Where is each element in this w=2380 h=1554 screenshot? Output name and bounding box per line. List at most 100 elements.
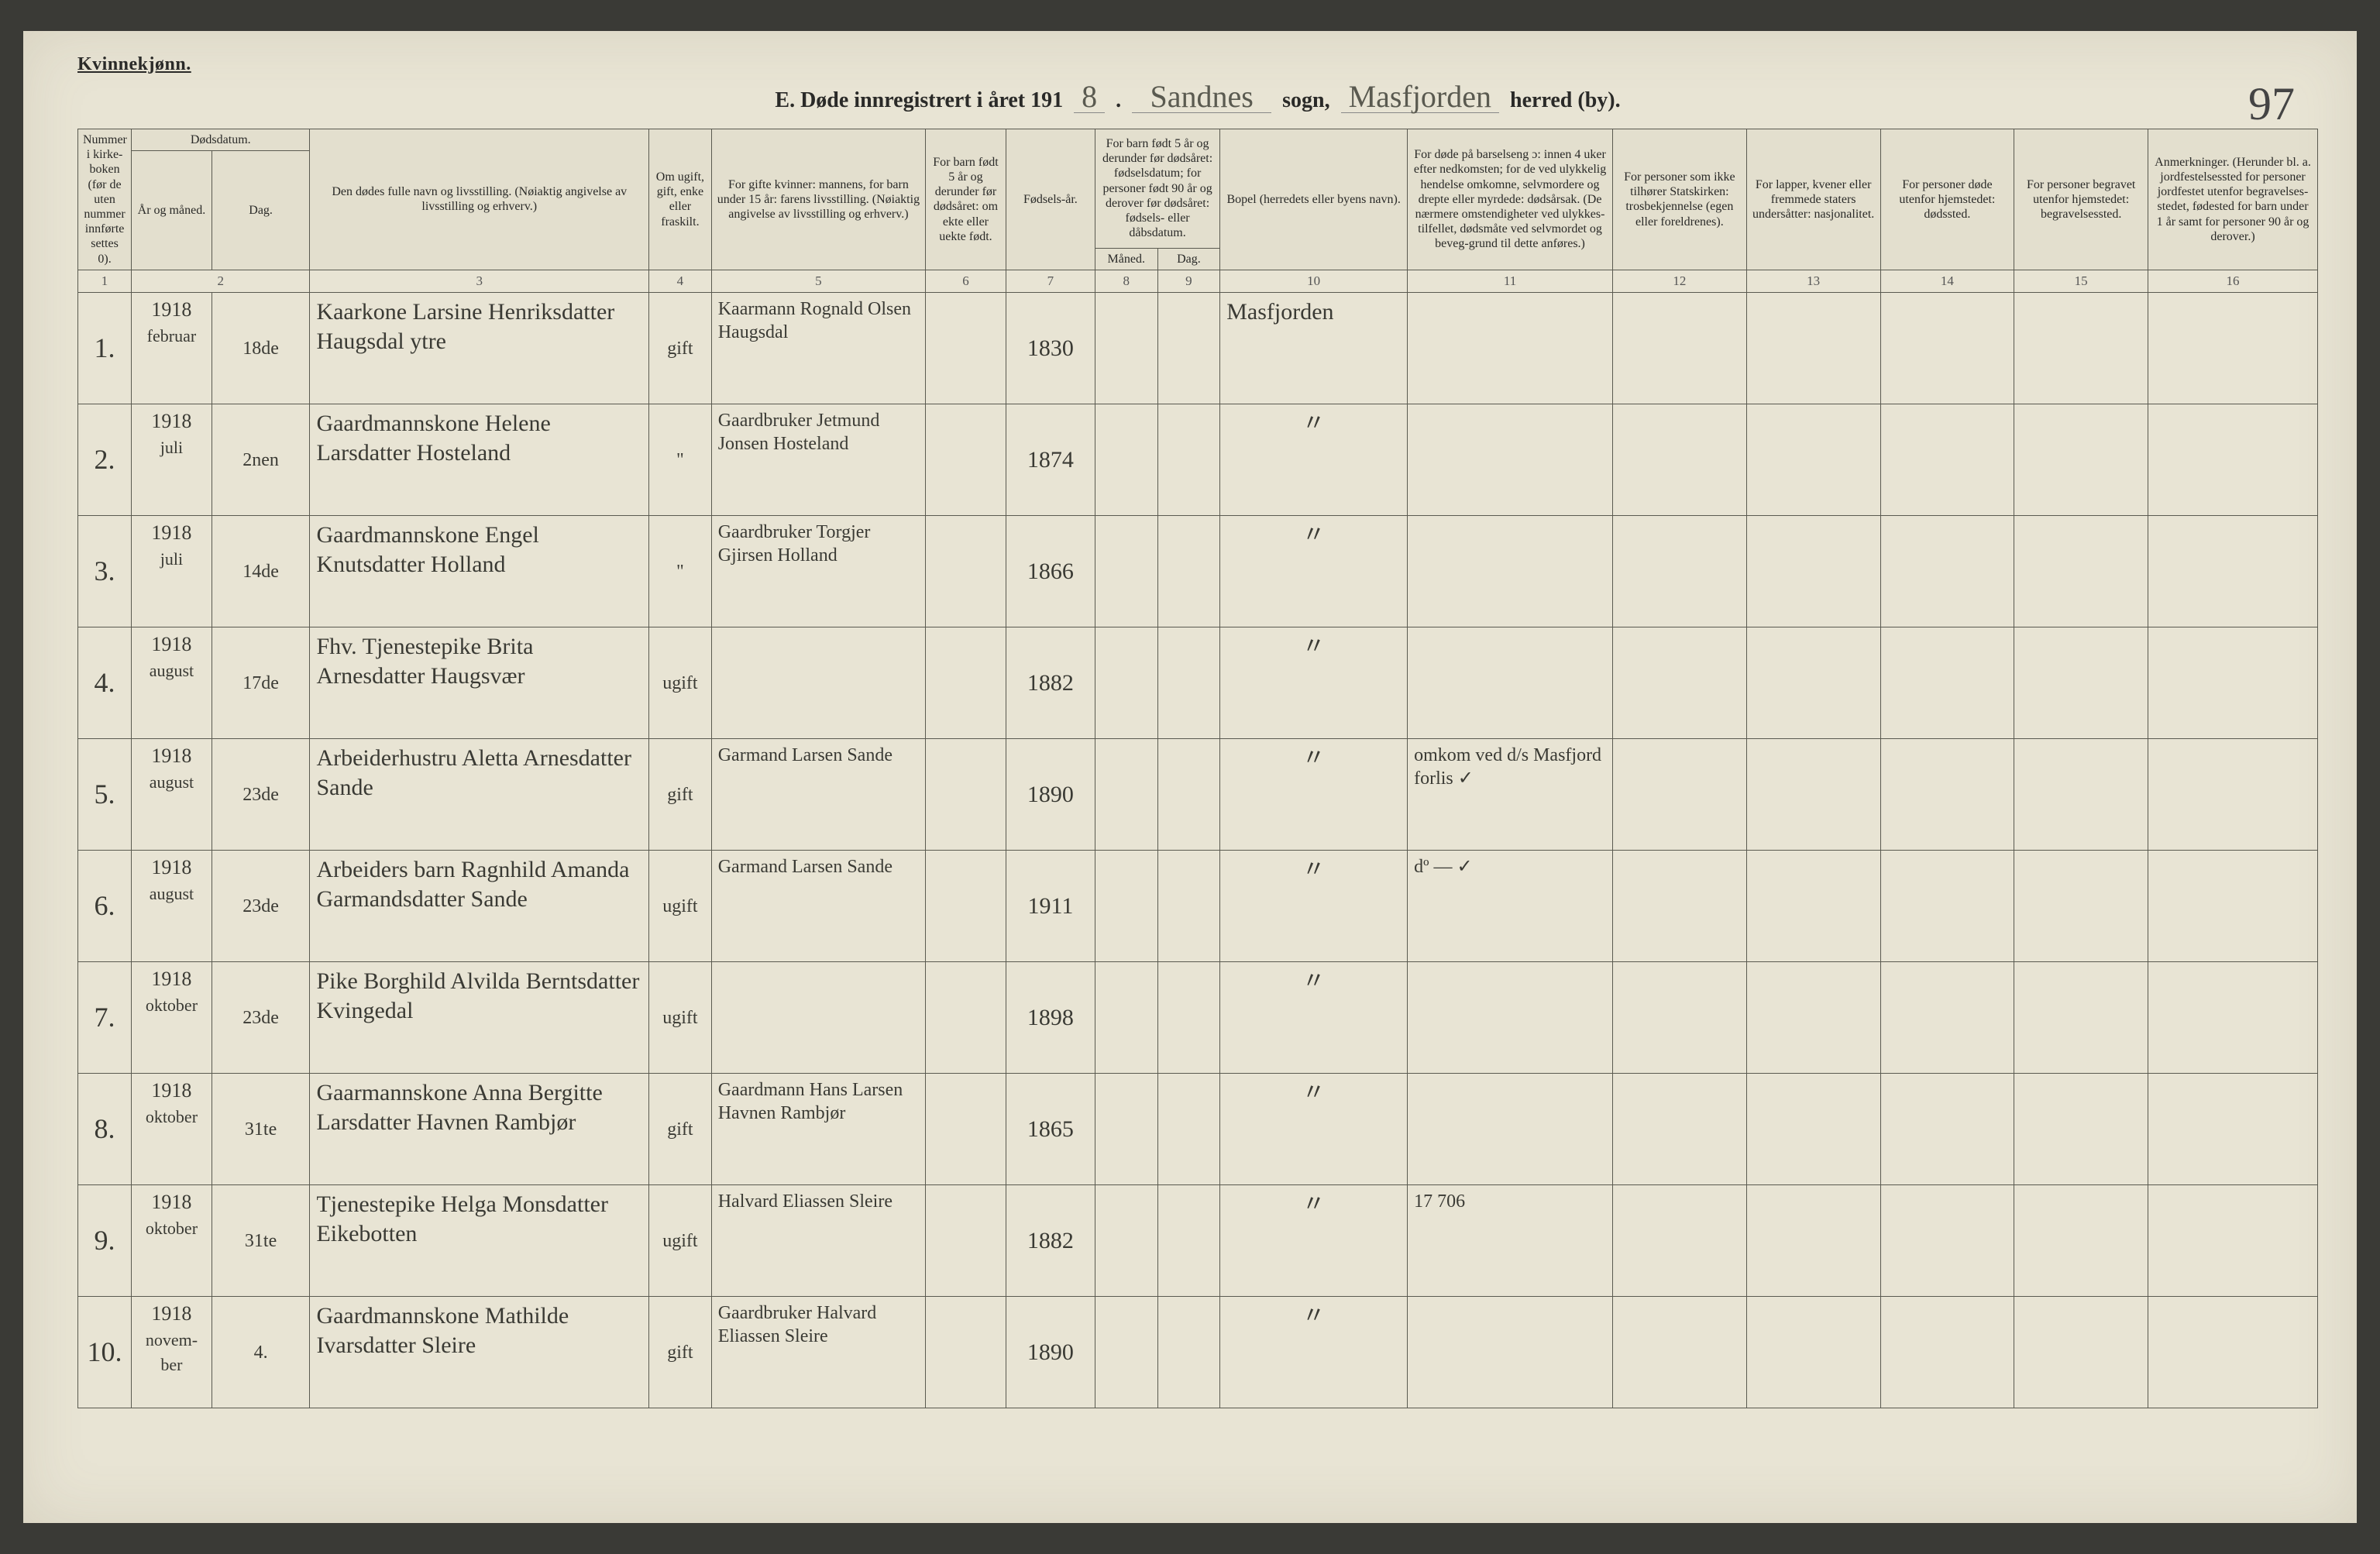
cell: 1918august <box>132 739 212 851</box>
colnum: 11 <box>1408 270 1613 292</box>
cell: 〃 <box>1220 1297 1408 1408</box>
cell: Arbeiders barn Ragnhild Amanda Garmandsd… <box>310 851 649 962</box>
title-row: E. Døde innregistrert i året 1918 . Sand… <box>77 81 2318 113</box>
cell <box>1612 962 1746 1074</box>
cell <box>1095 404 1157 516</box>
column-number-row: 1 2 3 4 5 6 7 8 9 10 11 12 13 14 15 16 <box>78 270 2318 292</box>
cell: 5. <box>78 739 132 851</box>
cell: Fhv. Tjenestepike Brita Arnesdatter Haug… <box>310 627 649 739</box>
cell: gift <box>649 1297 712 1408</box>
cell <box>2014 962 2148 1074</box>
colnum: 3 <box>310 270 649 292</box>
table-row: 6.1918august23deArbeiders barn Ragnhild … <box>78 851 2318 962</box>
cell <box>926 516 1006 627</box>
cell: 1874 <box>1006 404 1095 516</box>
cell <box>2148 516 2318 627</box>
cell <box>1157 962 1220 1074</box>
cell: 3. <box>78 516 132 627</box>
ledger-table: Nummer i kirke-boken (før de uten nummer… <box>77 129 2318 1408</box>
cell: 1898 <box>1006 962 1095 1074</box>
cell <box>1612 1074 1746 1185</box>
cell: Tjenestepike Helga Monsdatter Eikebotten <box>310 1185 649 1297</box>
cell: 〃 <box>1220 1185 1408 1297</box>
herred-label: herred (by). <box>1510 88 1621 113</box>
cell <box>1408 1297 1613 1408</box>
cell: Gaardbruker Torgjer Gjirsen Holland <box>711 516 925 627</box>
cell <box>1157 1074 1220 1185</box>
cell <box>1746 404 1880 516</box>
cell: 2nen <box>212 404 310 516</box>
cell <box>1612 1297 1746 1408</box>
col-header: År og måned. <box>132 151 212 270</box>
colnum: 14 <box>1880 270 2014 292</box>
title-prefix: E. Døde innregistrert i året 191 <box>775 88 1063 113</box>
cell <box>1880 1297 2014 1408</box>
table-row: 10.1918novem-ber4.Gaardmannskone Mathild… <box>78 1297 2318 1408</box>
cell: 4. <box>212 1297 310 1408</box>
cell: 17de <box>212 627 310 739</box>
cell: Gaarmannskone Anna Bergitte Larsdatter H… <box>310 1074 649 1185</box>
cell: Gaardbruker Jetmund Jonsen Hosteland <box>711 404 925 516</box>
cell <box>1157 404 1220 516</box>
cell <box>1880 1074 2014 1185</box>
cell: 8. <box>78 1074 132 1185</box>
col-header: Om ugift, gift, enke eller fraskilt. <box>649 129 712 270</box>
colnum: 6 <box>926 270 1006 292</box>
cell <box>1095 1297 1157 1408</box>
sogn-value: Sandnes <box>1132 81 1271 113</box>
cell <box>2148 739 2318 851</box>
cell <box>1408 1074 1613 1185</box>
col-header: Dag. <box>1157 248 1220 270</box>
cell <box>1746 293 1880 404</box>
cell: Garmand Larsen Sande <box>711 739 925 851</box>
colnum: 5 <box>711 270 925 292</box>
cell <box>1746 1297 1880 1408</box>
cell <box>926 1297 1006 1408</box>
cell: 〃 <box>1220 516 1408 627</box>
cell: 23de <box>212 962 310 1074</box>
cell <box>1880 962 2014 1074</box>
table-row: 7.1918oktober23dePike Borghild Alvilda B… <box>78 962 2318 1074</box>
cell: 23de <box>212 739 310 851</box>
cell <box>2148 851 2318 962</box>
cell <box>1746 962 1880 1074</box>
cell: 1918oktober <box>132 1074 212 1185</box>
colnum: 15 <box>2014 270 2148 292</box>
col-header: Anmerkninger. (Herunder bl. a. jordfeste… <box>2148 129 2318 270</box>
cell: 23de <box>212 851 310 962</box>
cell: Gaardbruker Halvard Eliassen Sleire <box>711 1297 925 1408</box>
cell <box>711 627 925 739</box>
cell <box>1095 516 1157 627</box>
cell <box>926 739 1006 851</box>
cell <box>1746 627 1880 739</box>
cell: gift <box>649 293 712 404</box>
col-header: For døde på barselseng ɔ: innen 4 uker e… <box>1408 129 1613 270</box>
page-number: 97 <box>2248 77 2295 131</box>
sogn-label: sogn, <box>1282 88 1329 113</box>
col-header: Fødsels-år. <box>1006 129 1095 270</box>
cell <box>1880 739 2014 851</box>
cell <box>711 962 925 1074</box>
cell: 1918juli <box>132 404 212 516</box>
cell <box>1746 851 1880 962</box>
cell <box>926 404 1006 516</box>
cell: dº — ✓ <box>1408 851 1613 962</box>
col-header: Dag. <box>212 151 310 270</box>
col-header: Nummer i kirke-boken (før de uten nummer… <box>78 129 132 270</box>
cell: Arbeiderhustru Aletta Arnesdatter Sande <box>310 739 649 851</box>
col-header: For lapper, kvener eller fremmede stater… <box>1746 129 1880 270</box>
cell <box>926 1185 1006 1297</box>
colnum: 10 <box>1220 270 1408 292</box>
cell: 1890 <box>1006 739 1095 851</box>
cell <box>1157 516 1220 627</box>
cell <box>2014 851 2148 962</box>
cell: 1918august <box>132 627 212 739</box>
colnum: 4 <box>649 270 712 292</box>
cell <box>1157 293 1220 404</box>
cell <box>1408 627 1613 739</box>
cell: Kaarkone Larsine Henriksdatter Haugsdal … <box>310 293 649 404</box>
cell: 7. <box>78 962 132 1074</box>
cell: 31te <box>212 1185 310 1297</box>
cell: 1882 <box>1006 627 1095 739</box>
cell <box>2014 627 2148 739</box>
